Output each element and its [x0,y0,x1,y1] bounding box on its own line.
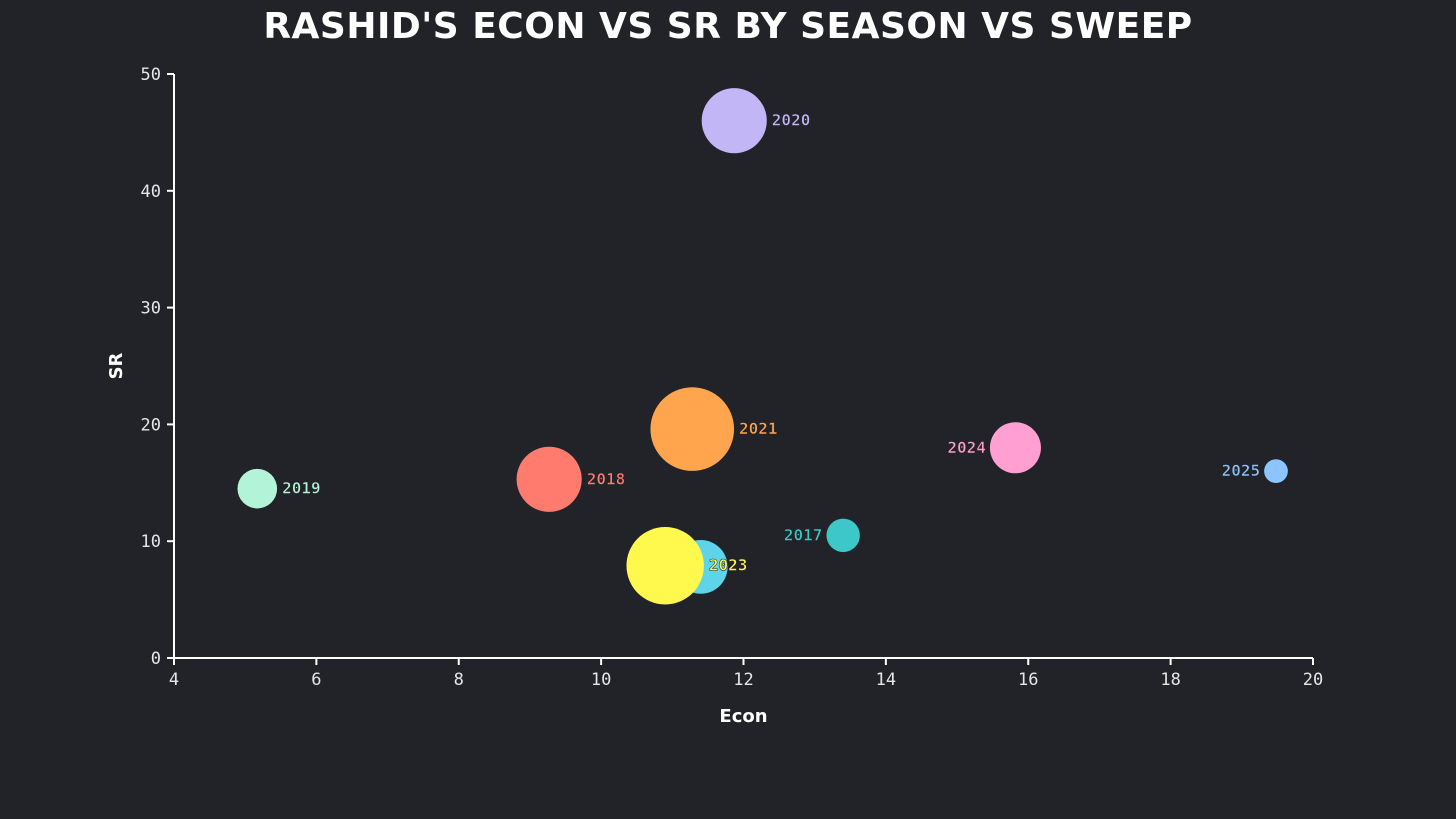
point-label-2023: 2023 [709,556,748,575]
point-label-2019: 2019 [282,479,321,498]
chart-title: Rashid's Econ vs SR by Season vs Sweep [263,6,1193,47]
bubble-2024 [989,422,1041,474]
bubble-2020 [701,88,767,154]
y-axis-title: SR [106,352,127,379]
bubble-2018 [516,446,582,512]
y-tick-label: 50 [141,65,161,85]
x-tick-label: 8 [454,670,464,690]
y-tick-label: 30 [141,299,161,319]
bubble-2019 [237,468,278,509]
bubble-2017 [826,518,860,553]
point-label-2017: 2017 [784,525,823,544]
x-axis-title: Econ [719,706,767,727]
bubble-2025 [1264,459,1288,483]
x-tick-label: 18 [1160,670,1180,690]
y-tick-label: 0 [151,649,161,669]
point-label-2024: 2024 [947,438,986,457]
point-label-2018: 2018 [587,469,626,488]
point-label-2021: 2021 [739,419,778,438]
x-tick-label: 20 [1303,670,1323,690]
point-label-2020: 2020 [772,111,811,130]
point-label-2025: 2025 [1222,461,1261,480]
y-tick-label: 10 [141,532,161,552]
x-tick-label: 14 [876,670,896,690]
bubble-2023 [626,527,704,605]
axes: 4 6 8 10 12 14 16 18 20 0 10 20 30 40 50 Econ SR [106,65,1323,727]
bubble-2021 [650,387,735,471]
x-tick-label: 12 [733,670,753,690]
y-tick-label: 40 [141,182,161,202]
data-points: 2017 2018 2019 2020 2021 2023 2024 2025 [237,88,1288,605]
x-tick-label: 16 [1018,670,1038,690]
x-tick-label: 10 [591,670,611,690]
x-tick-label: 6 [311,670,321,690]
y-tick-label: 20 [141,415,161,435]
x-tick-label: 4 [169,670,179,690]
